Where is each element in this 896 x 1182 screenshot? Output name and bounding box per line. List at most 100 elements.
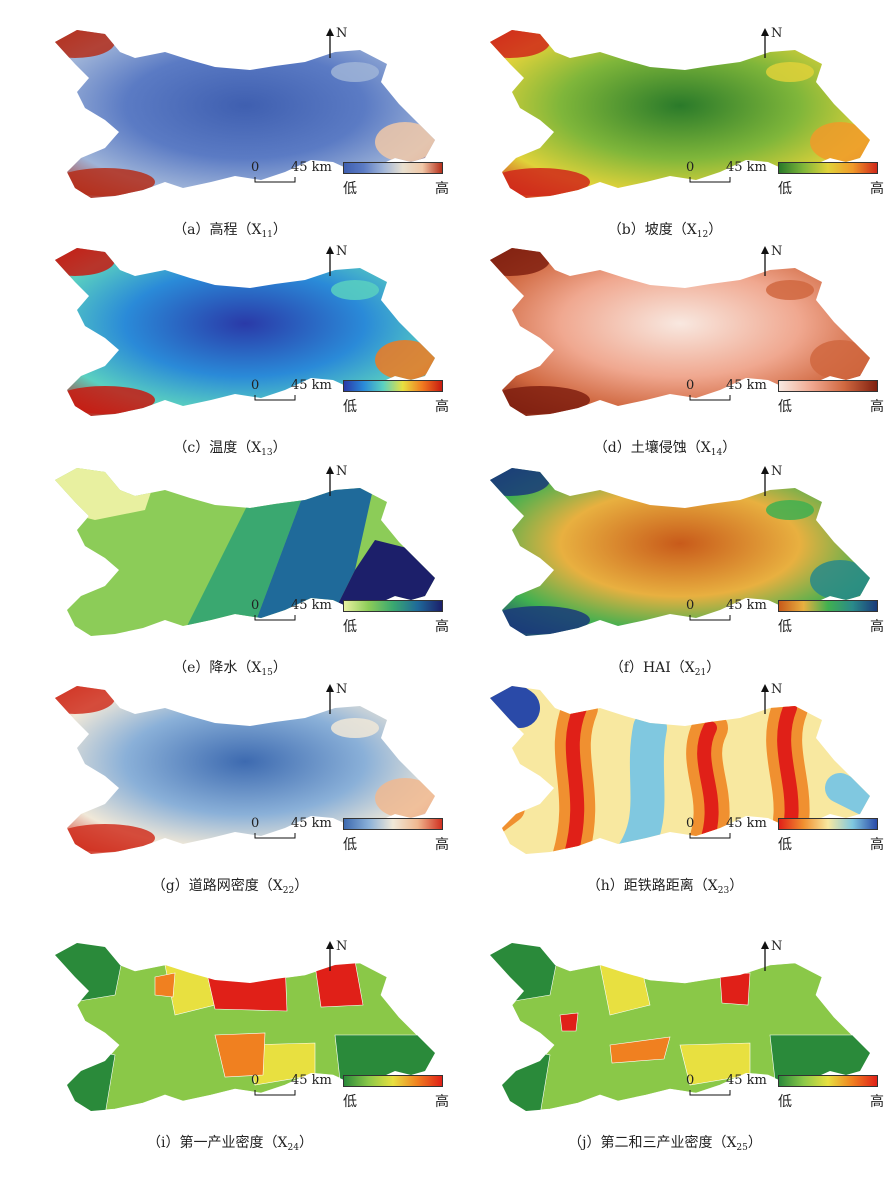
- scale-distance: 45 km: [291, 378, 332, 393]
- legend-ramp: [343, 162, 443, 174]
- legend-low: 低: [778, 619, 792, 635]
- scale-zero: 0: [686, 160, 695, 175]
- north-arrow-icon: [761, 684, 769, 714]
- scale-line: [689, 615, 731, 621]
- scale-line: [689, 395, 731, 401]
- legend-high: 高: [870, 837, 884, 853]
- map-i: [54, 942, 436, 1112]
- legend-low: 低: [778, 1094, 792, 1110]
- legend-ramp: [778, 380, 878, 392]
- legend-low: 低: [343, 837, 357, 853]
- panel-caption: （f）HAI（X21）: [609, 660, 721, 678]
- north-arrow-icon: [761, 28, 769, 58]
- north-arrow-icon: [326, 466, 334, 496]
- north-label: N: [336, 682, 348, 697]
- legend-high: 高: [870, 619, 884, 635]
- legend-high: 高: [435, 181, 449, 197]
- legend-ramp: [778, 162, 878, 174]
- map-j: [489, 942, 871, 1112]
- map-c: [55, 248, 435, 416]
- north-label: N: [771, 244, 783, 259]
- scale-line: [254, 395, 296, 401]
- map-panel-e: N 0 45 km 低 高 （e）降水（X15）: [15, 450, 449, 678]
- legend-ramp: [343, 818, 443, 830]
- panel-caption: （i）第一产业密度（X24）: [147, 1135, 313, 1153]
- scale-distance: 45 km: [291, 816, 332, 831]
- legend-ramp: [343, 1075, 443, 1087]
- map-b: [490, 30, 870, 198]
- map-panel-h: N 0 45 km 低 高 （h）距铁路距离（X23）: [450, 668, 884, 896]
- map-panel-a: N 0 45 km 低 高 （a）高程（X11）: [15, 12, 449, 240]
- panel-caption: （e）降水（X15）: [173, 660, 287, 678]
- color-legend: 低 高: [778, 818, 884, 853]
- color-legend: 低 高: [778, 1075, 884, 1110]
- north-arrow-icon: [761, 941, 769, 971]
- panel-caption: （g）道路网密度（X22）: [151, 878, 309, 896]
- north-arrow-icon: [326, 28, 334, 58]
- north-arrow-icon: [326, 941, 334, 971]
- legend-ramp: [778, 1075, 878, 1087]
- legend-low: 低: [343, 181, 357, 197]
- legend-low: 低: [778, 181, 792, 197]
- scale-zero: 0: [251, 160, 260, 175]
- color-legend: 低 高: [343, 1075, 449, 1110]
- color-legend: 低 高: [343, 162, 449, 197]
- scale-zero: 0: [686, 378, 695, 393]
- north-label: N: [336, 939, 348, 954]
- scale-zero: 0: [251, 598, 260, 613]
- scale-zero: 0: [251, 1073, 260, 1088]
- panel-caption: （d）土壤侵蚀（X14）: [593, 440, 737, 458]
- legend-high: 高: [435, 399, 449, 415]
- north-label: N: [771, 939, 783, 954]
- legend-high: 高: [870, 1094, 884, 1110]
- north-arrow-icon: [761, 246, 769, 276]
- scale-line: [254, 177, 296, 183]
- map-d: [490, 248, 870, 416]
- scale-zero: 0: [686, 598, 695, 613]
- map-e: [55, 468, 435, 636]
- scale-distance: 45 km: [726, 1073, 767, 1088]
- north-label: N: [336, 26, 348, 41]
- north-label: N: [771, 26, 783, 41]
- scale-distance: 45 km: [726, 160, 767, 175]
- north-label: N: [771, 682, 783, 697]
- scale-distance: 45 km: [726, 598, 767, 613]
- scale-zero: 0: [686, 816, 695, 831]
- legend-high: 高: [435, 619, 449, 635]
- panel-caption: （c）温度（X13）: [173, 440, 287, 458]
- legend-ramp: [343, 600, 443, 612]
- legend-low: 低: [343, 1094, 357, 1110]
- map-f: [490, 468, 870, 636]
- legend-high: 高: [870, 181, 884, 197]
- north-arrow-icon: [761, 466, 769, 496]
- color-legend: 低 高: [778, 162, 884, 197]
- map-h: [490, 686, 870, 854]
- map-panel-b: N 0 45 km 低 高 （b）坡度（X12）: [450, 12, 884, 240]
- panel-caption: （a）高程（X11）: [173, 222, 287, 240]
- legend-ramp: [778, 818, 878, 830]
- scale-zero: 0: [251, 378, 260, 393]
- legend-ramp: [343, 380, 443, 392]
- color-legend: 低 高: [778, 600, 884, 635]
- north-arrow-icon: [326, 684, 334, 714]
- legend-high: 高: [435, 1094, 449, 1110]
- map-panel-j: N 0 45 km 低 高 （j）第二和三产业密度（X25）: [450, 925, 884, 1153]
- north-label: N: [771, 464, 783, 479]
- scale-distance: 45 km: [291, 160, 332, 175]
- legend-low: 低: [778, 837, 792, 853]
- color-legend: 低 高: [778, 380, 884, 415]
- color-legend: 低 高: [343, 818, 449, 853]
- map-panel-d: N 0 45 km 低 高 （d）土壤侵蚀（X14）: [450, 230, 884, 458]
- map-a: [55, 30, 435, 198]
- scale-zero: 0: [686, 1073, 695, 1088]
- panel-caption: （j）第二和三产业密度（X25）: [568, 1135, 762, 1153]
- map-panel-f: N 0 45 km 低 高 （f）HAI（X21）: [450, 450, 884, 678]
- north-arrow-icon: [326, 246, 334, 276]
- legend-ramp: [778, 600, 878, 612]
- map-panel-i: N 0 45 km 低 高 （i）第一产业密度（X24）: [15, 925, 449, 1153]
- legend-low: 低: [778, 399, 792, 415]
- scale-distance: 45 km: [726, 816, 767, 831]
- panel-caption: （h）距铁路距离（X23）: [586, 878, 744, 896]
- north-label: N: [336, 464, 348, 479]
- legend-low: 低: [343, 399, 357, 415]
